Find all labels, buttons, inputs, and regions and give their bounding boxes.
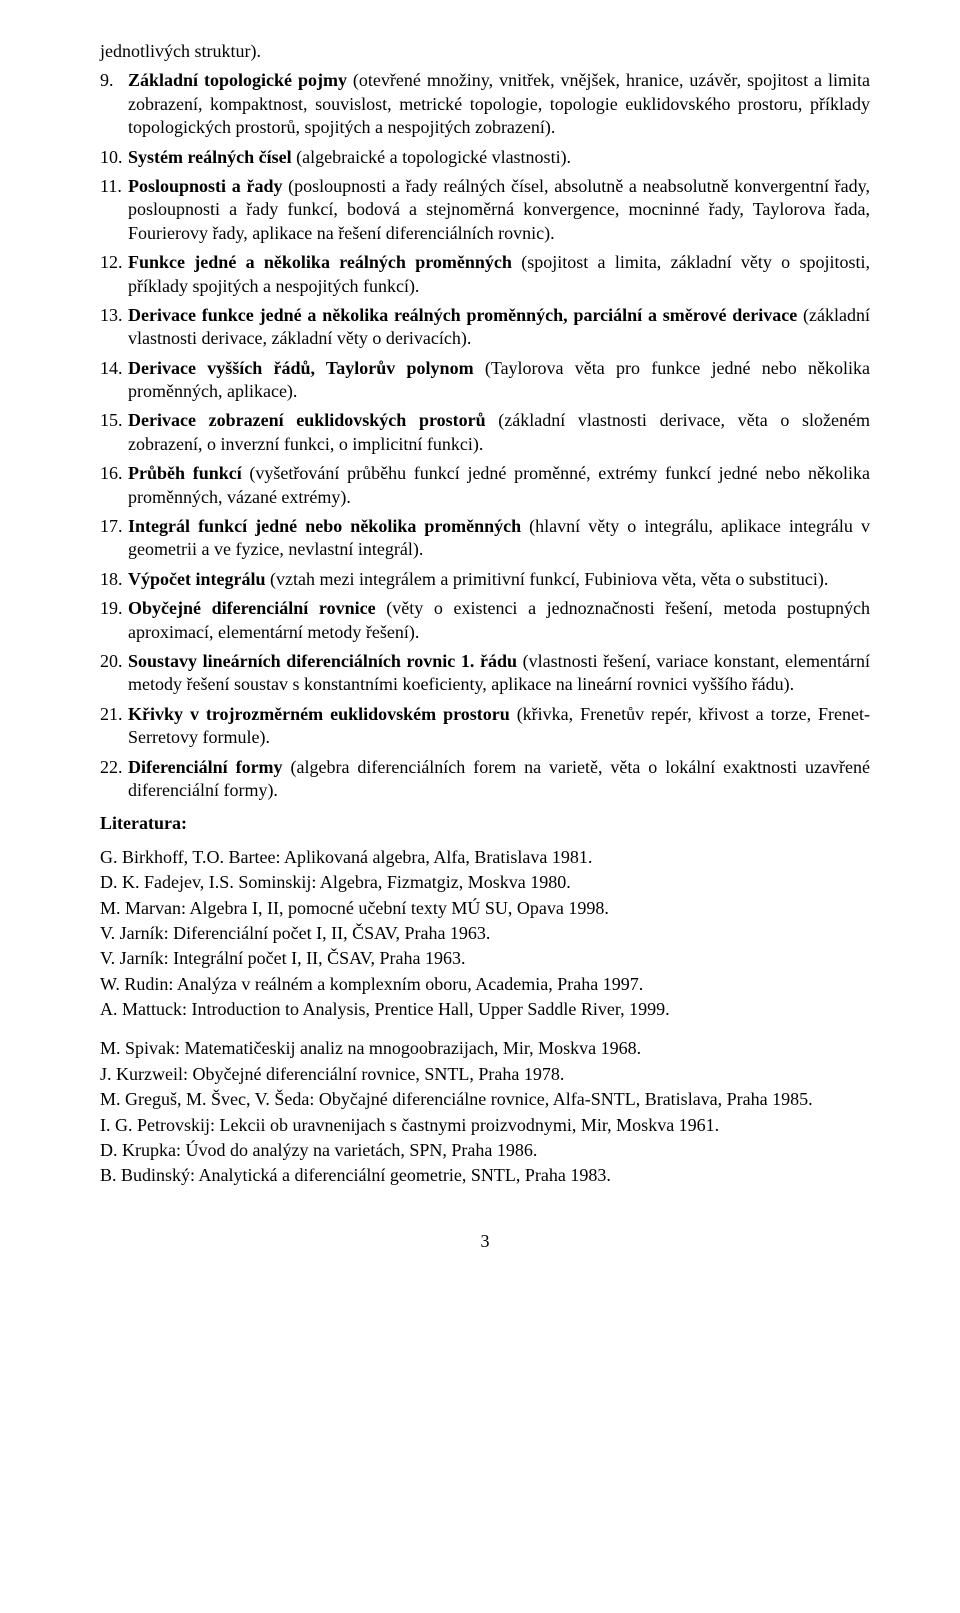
item-number: 17. (100, 515, 123, 538)
item-number: 16. (100, 462, 123, 485)
item-title: Diferenciální formy (128, 757, 283, 777)
lit-entry: V. Jarník: Diferenciální počet I, II, ČS… (100, 922, 870, 945)
literature-heading: Literatura: (100, 812, 870, 835)
lit-entry: A. Mattuck: Introduction to Analysis, Pr… (100, 998, 870, 1021)
lit-entry: I. G. Petrovskij: Lekcii ob uravnenijach… (100, 1114, 870, 1137)
list-item: 21.Křivky v trojrozměrném euklidovském p… (100, 703, 870, 750)
item-number: 12. (100, 251, 123, 274)
item-title: Základní topologické pojmy (128, 70, 347, 90)
item-number: 13. (100, 304, 123, 327)
item-number: 9. (100, 69, 114, 92)
page-number: 3 (100, 1230, 870, 1253)
item-title: Křivky v trojrozměrném euklidovském pros… (128, 704, 510, 724)
lit-entry: J. Kurzweil: Obyčejné diferenciální rovn… (100, 1063, 870, 1086)
list-item: 16.Průběh funkcí (vyšetřování průběhu fu… (100, 462, 870, 509)
list-item: 22.Diferenciální formy (algebra diferenc… (100, 756, 870, 803)
list-item: 19.Obyčejné diferenciální rovnice (věty … (100, 597, 870, 644)
item-title: Derivace funkce jedné a několika reálnýc… (128, 305, 797, 325)
list-item: 9.Základní topologické pojmy (otevřené m… (100, 69, 870, 139)
item-title: Obyčejné diferenciální rovnice (128, 598, 376, 618)
list-item: 12.Funkce jedné a několika reálných prom… (100, 251, 870, 298)
literature-block-1: G. Birkhoff, T.O. Bartee: Aplikovaná alg… (100, 846, 870, 1022)
item-title: Derivace zobrazení euklidovských prostor… (128, 410, 486, 430)
item-desc: (vztah mezi integrálem a primitivní funk… (265, 569, 828, 589)
lit-entry: M. Greguš, M. Švec, V. Šeda: Obyčajné di… (100, 1088, 870, 1111)
lit-entry: M. Spivak: Matematičeskij analiz na mnog… (100, 1037, 870, 1060)
item-title: Posloupnosti a řady (128, 176, 282, 196)
list-item: 13.Derivace funkce jedné a několika reál… (100, 304, 870, 351)
list-item: 10.Systém reálných čísel (algebraické a … (100, 146, 870, 169)
list-item: 11.Posloupnosti a řady (posloupnosti a ř… (100, 175, 870, 245)
item-title: Derivace vyšších řádů, Taylorův polynom (128, 358, 474, 378)
item-number: 22. (100, 756, 123, 779)
item-number: 15. (100, 409, 123, 432)
lit-entry: D. Krupka: Úvod do analýzy na varietách,… (100, 1139, 870, 1162)
item-number: 14. (100, 357, 123, 380)
lit-entry: V. Jarník: Integrální počet I, II, ČSAV,… (100, 947, 870, 970)
lit-entry: M. Marvan: Algebra I, II, pomocné učební… (100, 897, 870, 920)
item-title: Průběh funkcí (128, 463, 242, 483)
list-item: 14.Derivace vyšších řádů, Taylorův polyn… (100, 357, 870, 404)
item-number: 19. (100, 597, 123, 620)
item-title: Integrál funkcí jedné nebo několika prom… (128, 516, 521, 536)
item-number: 20. (100, 650, 123, 673)
item-title: Funkce jedné a několika reálných proměnn… (128, 252, 512, 272)
lit-entry: W. Rudin: Analýza v reálném a komplexním… (100, 973, 870, 996)
item-title: Systém reálných čísel (128, 147, 292, 167)
item-number: 21. (100, 703, 123, 726)
item-number: 18. (100, 568, 123, 591)
list-item: 20.Soustavy lineárních diferenciálních r… (100, 650, 870, 697)
continuation-text: jednotlivých struktur). (100, 40, 870, 63)
item-desc: (algebraické a topologické vlastnosti). (292, 147, 571, 167)
item-title: Výpočet integrálu (128, 569, 265, 589)
lit-entry: B. Budinský: Analytická a diferenciální … (100, 1164, 870, 1187)
item-number: 11. (100, 175, 122, 198)
lit-entry: G. Birkhoff, T.O. Bartee: Aplikovaná alg… (100, 846, 870, 869)
item-title: Soustavy lineárních diferenciálních rovn… (128, 651, 517, 671)
literature-block-2: M. Spivak: Matematičeskij analiz na mnog… (100, 1037, 870, 1187)
item-number: 10. (100, 146, 123, 169)
list-item: 18.Výpočet integrálu (vztah mezi integrá… (100, 568, 870, 591)
lit-entry: D. K. Fadejev, I.S. Sominskij: Algebra, … (100, 871, 870, 894)
topic-list: 9.Základní topologické pojmy (otevřené m… (100, 69, 870, 802)
list-item: 17.Integrál funkcí jedné nebo několika p… (100, 515, 870, 562)
list-item: 15.Derivace zobrazení euklidovských pros… (100, 409, 870, 456)
